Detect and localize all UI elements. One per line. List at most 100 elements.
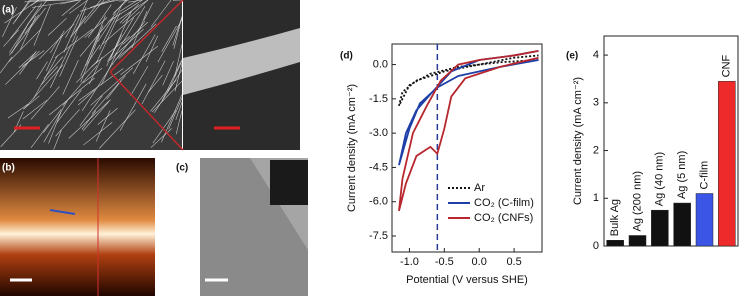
- fiber: [62, 65, 98, 106]
- fiber: [152, 110, 177, 144]
- fiber: [95, 110, 111, 142]
- fiber: [98, 109, 136, 149]
- legend-label: Ar: [474, 182, 485, 194]
- legend-label: CO₂ (CNFs): [474, 212, 533, 224]
- fiber: [87, 4, 112, 38]
- fiber: [3, 29, 19, 47]
- x-tick-label: 0.5: [506, 256, 521, 268]
- fiber: [83, 0, 105, 24]
- fiber: [141, 60, 166, 105]
- fiber: [151, 80, 183, 113]
- fiber: [122, 0, 149, 24]
- fiber: [85, 44, 101, 67]
- category-label: Ag (200 nm): [631, 171, 643, 232]
- fiber: [24, 64, 64, 109]
- fiber: [33, 4, 51, 46]
- fiber: [63, 0, 88, 53]
- fiber: [78, 68, 124, 101]
- fiber: [119, 0, 139, 12]
- fiber: [172, 16, 183, 46]
- fiber: [80, 0, 115, 12]
- panel-label: (c): [176, 163, 188, 174]
- y-tick-label: -1.5: [369, 93, 388, 105]
- fiber: [43, 99, 69, 143]
- fiber: [120, 45, 158, 76]
- fiber: [161, 94, 183, 143]
- y-tick-label: 0.0: [373, 58, 388, 70]
- y-tick-label: 2: [593, 144, 599, 156]
- fiber: [48, 111, 62, 144]
- x-tick-label: 0.0: [472, 256, 487, 268]
- fiber: [161, 25, 177, 52]
- fiber: [145, 35, 159, 62]
- fiber: [119, 3, 139, 24]
- fiber: [150, 128, 172, 148]
- fiber: [61, 0, 82, 16]
- fiber: [112, 0, 127, 16]
- y-tick-label: 3: [593, 97, 599, 109]
- fiber: [90, 67, 134, 106]
- panel-label: (b): [2, 163, 15, 174]
- fiber: [88, 57, 103, 85]
- fiber: [97, 17, 114, 43]
- fiber: [130, 66, 149, 97]
- fiber: [86, 15, 106, 63]
- bar: [628, 235, 647, 247]
- fiber: [114, 0, 149, 23]
- y-axis-label: Current density (mA cm⁻²): [572, 77, 584, 205]
- fiber: [50, 44, 72, 88]
- fiber: [100, 0, 120, 4]
- series-line: [398, 49, 539, 212]
- fiber: [43, 109, 62, 133]
- fiber: [119, 83, 147, 131]
- fiber: [45, 34, 63, 72]
- fiber: [99, 3, 123, 50]
- fiber-texture: [0, 0, 183, 150]
- fiber: [47, 17, 67, 36]
- category-label: C-film: [698, 161, 710, 190]
- fiber: [7, 103, 29, 119]
- fiber: [49, 30, 65, 54]
- fiber: [30, 124, 49, 149]
- bar: [651, 209, 669, 247]
- y-tick-label: -7.5: [369, 230, 388, 242]
- fiber: [69, 0, 89, 14]
- y-tick-label: 0: [593, 240, 599, 252]
- fiber: [161, 59, 183, 101]
- fiber: [65, 14, 79, 38]
- fiber: [77, 89, 96, 106]
- y-tick-label: 1: [593, 192, 599, 204]
- fiber: [0, 56, 13, 74]
- fiber: [9, 7, 46, 56]
- fiber: [30, 86, 60, 120]
- fiber: [2, 6, 17, 37]
- fiber: [70, 0, 101, 38]
- fiber: [8, 28, 42, 63]
- fiber: [22, 99, 48, 120]
- fiber: [55, 109, 80, 137]
- fiber: [114, 6, 146, 56]
- fiber: [18, 52, 36, 69]
- fiber: [30, 0, 40, 6]
- fiber: [154, 69, 183, 113]
- fiber: [62, 59, 79, 95]
- fiber: [49, 77, 95, 116]
- fiber: [43, 56, 64, 79]
- fiber: [100, 52, 117, 86]
- fiber-zoom: [183, 28, 300, 95]
- category-label: CNF: [721, 54, 733, 77]
- fiber: [82, 67, 103, 84]
- fiber: [84, 17, 108, 38]
- fiber: [38, 23, 75, 60]
- panel-label: (d): [340, 51, 353, 62]
- zoom-lines: [109, 0, 184, 151]
- sem-image: [0, 0, 182, 150]
- inset-image: [270, 160, 308, 205]
- fiber: [60, 0, 80, 5]
- fiber: [82, 101, 109, 132]
- fiber: [106, 80, 122, 100]
- fiber: [53, 130, 62, 150]
- optical-image: [0, 158, 155, 296]
- fiber: [175, 110, 183, 135]
